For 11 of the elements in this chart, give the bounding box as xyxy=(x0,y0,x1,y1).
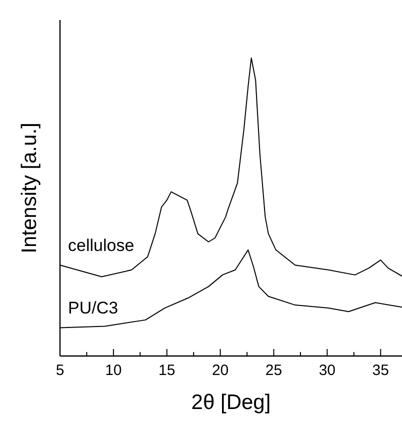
x-tick-label: 5 xyxy=(56,362,64,379)
x-tick-label: 20 xyxy=(212,362,229,379)
x-tick-label: 10 xyxy=(105,362,122,379)
x-tick-label: 35 xyxy=(372,362,389,379)
x-axis-title: 2θ [Deg] xyxy=(191,391,271,414)
y-axis-title: Intensity [a.u.] xyxy=(18,122,41,254)
x-tick-label: 25 xyxy=(265,362,282,379)
series-label: PU/C3 xyxy=(68,298,118,318)
x-tick-label: 15 xyxy=(158,362,176,379)
x-tick-label: 30 xyxy=(318,362,336,379)
series-label: cellulose xyxy=(68,236,134,256)
